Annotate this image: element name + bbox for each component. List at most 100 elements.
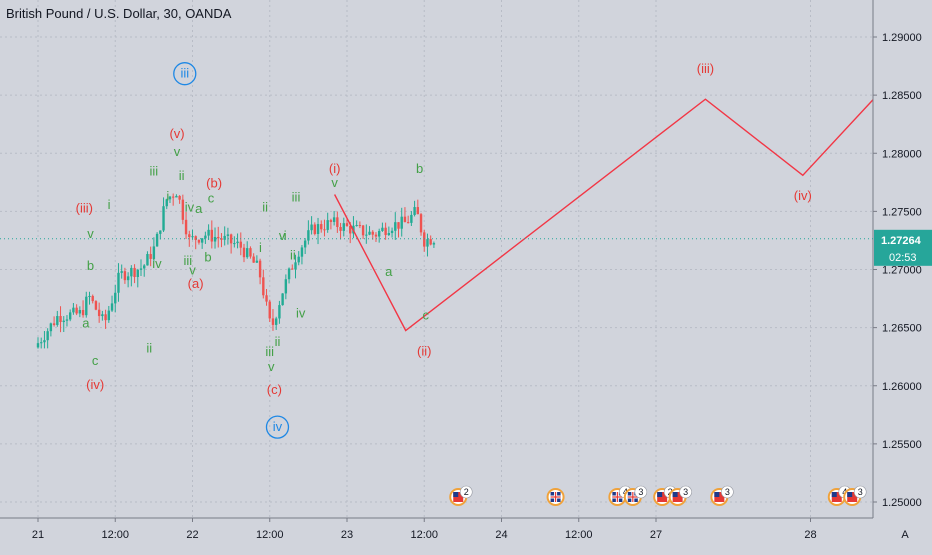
wave-label[interactable]: v (331, 175, 338, 190)
candle-body (36, 343, 40, 348)
wave-label[interactable]: iv (296, 306, 306, 321)
wave-label[interactable]: (c) (267, 382, 282, 397)
wave-label[interactable]: i (284, 228, 287, 243)
symbol-title[interactable]: British Pound / U.S. Dollar, 30, OANDA (6, 6, 232, 21)
wave-label[interactable]: a (195, 201, 203, 216)
wave-label[interactable]: v (174, 144, 181, 159)
candle-body (365, 234, 368, 236)
candle-body (40, 342, 43, 344)
current-price-badge[interactable] (874, 229, 932, 266)
candle-body (207, 229, 210, 236)
wave-label[interactable]: iv (185, 199, 195, 214)
wave-label[interactable]: (iv) (86, 377, 104, 392)
projection-line[interactable] (333, 66, 904, 332)
event-marker[interactable]: 3 (843, 485, 867, 506)
wave-label[interactable]: (ii) (417, 344, 431, 359)
wave-label[interactable]: iii (150, 163, 159, 178)
candle-body (320, 224, 323, 230)
time-tick-label: 23 (341, 529, 353, 541)
wave-label[interactable]: iii (184, 253, 193, 268)
wave-label[interactable]: v (268, 359, 275, 374)
wave-label[interactable]: b (416, 161, 423, 176)
candle-body (184, 219, 188, 235)
wave-projection[interactable] (333, 66, 904, 332)
candle-body (165, 199, 168, 207)
wave-label[interactable]: i (166, 188, 169, 203)
wave-label[interactable]: c (208, 191, 215, 206)
wave-label[interactable]: a (385, 264, 393, 279)
wave-label[interactable]: a (82, 316, 90, 331)
wave-label[interactable]: (v) (169, 126, 184, 141)
candle-body (75, 307, 78, 314)
wave-label[interactable]: (i) (329, 161, 341, 176)
time-axis[interactable] (0, 518, 873, 550)
countdown-label: 02:53 (889, 252, 917, 264)
wave-circle (173, 62, 197, 86)
candle-body (377, 230, 381, 237)
candle-body (400, 216, 403, 229)
time-tick-label: 12:00 (565, 529, 593, 541)
candle-body (114, 292, 117, 304)
wave-label[interactable]: ii (275, 334, 281, 349)
candle-body (278, 305, 281, 319)
event-marker[interactable]: 2 (449, 485, 473, 506)
event-count: 3 (683, 487, 688, 497)
candle-body (133, 267, 136, 277)
candle-body (355, 225, 358, 227)
time-tick-label: 27 (650, 529, 662, 541)
wave-label[interactable]: c (92, 353, 99, 368)
candle-body (91, 295, 94, 302)
wave-label[interactable]: iii (292, 189, 301, 204)
wave-label[interactable]: iii (180, 66, 189, 81)
economic-events[interactable]: 24323343 (449, 485, 867, 506)
candle-body (345, 223, 349, 226)
wave-label[interactable]: i (259, 240, 262, 255)
wave-label[interactable]: ii (262, 199, 268, 214)
candle-body (168, 196, 172, 200)
event-marker[interactable]: 3 (668, 485, 692, 506)
wave-label[interactable]: (iv) (794, 188, 812, 203)
wave-label[interactable]: iv (273, 419, 283, 434)
price-axis[interactable] (873, 0, 932, 550)
wave-label[interactable]: (a) (188, 276, 204, 291)
time-tick-label: 24 (495, 529, 507, 541)
wave-label[interactable]: iii (265, 344, 274, 359)
wave-label[interactable]: c (423, 307, 430, 322)
wave-label[interactable]: b (204, 249, 211, 264)
wave-label[interactable]: ii (290, 248, 296, 263)
candle-body (229, 234, 233, 244)
candle-body (107, 310, 111, 321)
wave-label[interactable]: i (108, 197, 111, 212)
auto-scale-button[interactable]: A (901, 529, 909, 541)
time-tick-label: 12:00 (410, 529, 438, 541)
candle-body (268, 301, 271, 319)
candle-body (72, 307, 75, 313)
wave-label[interactable]: v (279, 228, 286, 243)
wave-label[interactable]: v (189, 263, 196, 278)
wave-label[interactable]: ii (179, 168, 185, 183)
candle-body (258, 260, 262, 278)
wave-label[interactable]: (iii) (697, 61, 714, 76)
wave-circle (265, 415, 290, 439)
wave-label[interactable]: v (87, 226, 94, 241)
candle-body (281, 293, 284, 306)
candle-body (220, 238, 223, 240)
wave-label[interactable]: b (87, 258, 94, 273)
wave-label[interactable]: (iii) (76, 201, 93, 216)
candle-body (349, 225, 352, 234)
candle-body (390, 230, 394, 234)
wave-label[interactable]: ii (146, 341, 152, 356)
wave-label[interactable]: iv (152, 256, 162, 271)
event-marker[interactable]: 3 (710, 485, 734, 506)
candle-body (162, 206, 165, 231)
event-count-badge (459, 485, 473, 499)
event-marker[interactable]: 3 (623, 485, 648, 506)
event-marker[interactable] (546, 488, 565, 506)
event-count-badge (679, 485, 692, 499)
wave-label[interactable]: (b) (206, 176, 222, 191)
candle-body (246, 248, 249, 258)
